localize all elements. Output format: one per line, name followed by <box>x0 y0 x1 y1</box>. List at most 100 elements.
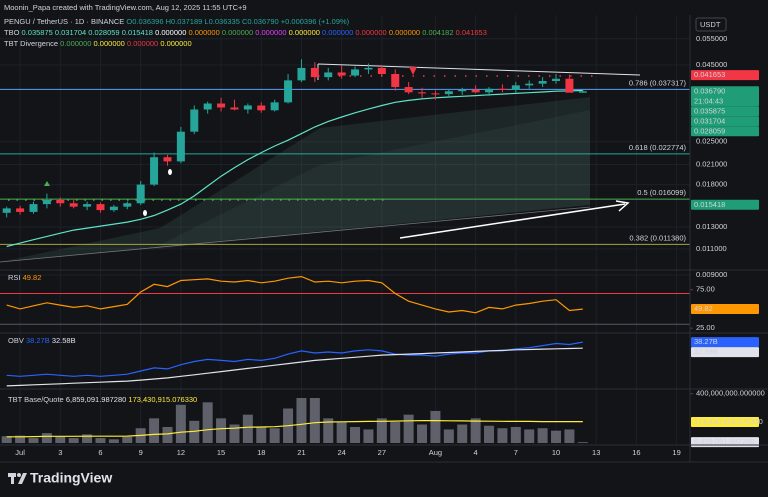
pane-value: 173,430,915.076330 <box>128 395 197 404</box>
volume-bar <box>430 410 441 443</box>
legend-item: 0.000000 <box>355 28 386 37</box>
volume-bar <box>41 433 52 443</box>
x-tick-label: 9 <box>139 448 143 457</box>
volume-ma-line <box>6 420 583 438</box>
legend-item: 0.041653 <box>456 28 487 37</box>
volume-bar <box>537 428 548 443</box>
price-tag-label: 0.028059 <box>694 126 725 135</box>
trend-line <box>317 63 641 76</box>
volume-bar <box>149 418 160 443</box>
candle-body <box>163 157 172 162</box>
signal-dot <box>143 210 147 216</box>
volume-bar <box>403 414 414 443</box>
volume-bar <box>28 438 39 443</box>
y-tick-label: 0.011000 <box>696 244 727 253</box>
volume-bar <box>256 426 267 443</box>
y-tick-label: 400,000,000.000000 <box>696 389 765 398</box>
pane-title: OBV <box>8 336 24 345</box>
candle-body <box>351 69 360 76</box>
y-tick-label: 75.00 <box>696 285 715 294</box>
logo-mark <box>17 473 21 477</box>
candle-body <box>96 204 105 211</box>
price-tag <box>691 86 759 107</box>
volume-bar <box>577 442 588 443</box>
candle-body <box>377 67 386 74</box>
volume-bar <box>162 426 173 443</box>
legend-item: 0.000000 <box>127 39 158 48</box>
volume-bar <box>269 428 280 443</box>
price-tag <box>691 106 759 117</box>
x-tick-label: 12 <box>177 448 185 457</box>
y-tick-label: 25.00 <box>696 323 715 332</box>
y-tick-label: 0.018000 <box>696 180 727 189</box>
candle-body <box>243 105 252 110</box>
candle-body <box>56 199 65 204</box>
price-tag-label: 0.041653 <box>694 70 725 79</box>
fib-label: 0.618 (0.022774) <box>629 143 687 152</box>
candle-body <box>2 208 11 213</box>
price-tag <box>691 304 759 315</box>
plot-layer: Jul 3 6 9 12 15 18 21 24 27 Aug 4 7 10 13 16 19 PENGU / T… <box>0 17 765 457</box>
volume-bar <box>175 404 186 443</box>
fib-label: 0.5 (0.016099) <box>637 188 686 197</box>
volume-bar <box>551 430 562 443</box>
x-tick-label: 18 <box>257 448 265 457</box>
legend-item: +0.000396 (+1.09%) <box>281 17 350 26</box>
signal-dot <box>168 169 172 175</box>
moving-average-line <box>6 89 583 248</box>
indicator-line <box>6 275 583 314</box>
y-tick-label: 0.025000 <box>696 137 727 146</box>
legend-item: 0.035875 <box>22 28 53 37</box>
volume-bar <box>390 422 401 443</box>
logo-mark <box>11 476 14 484</box>
legend-item: 0.000000 <box>60 39 91 48</box>
y-tick-label: 0.013000 <box>696 222 727 231</box>
volume-bar <box>417 424 428 443</box>
volume-bar <box>122 436 133 443</box>
candle-body <box>284 80 293 103</box>
x-tick-label: 3 <box>58 448 62 457</box>
candle-body <box>498 88 507 90</box>
signal-triangle <box>409 67 417 75</box>
price-tag-label: 0.015418 <box>694 200 725 209</box>
volume-bar <box>336 422 347 443</box>
candle-body <box>485 88 494 93</box>
candle-body <box>404 87 413 93</box>
volume-bar <box>229 424 240 443</box>
logo-mark <box>18 473 27 484</box>
candle-body <box>337 72 346 76</box>
volume-bar <box>216 418 227 443</box>
volume-bar <box>443 429 454 443</box>
signal-cross <box>44 181 50 186</box>
candle-body <box>270 102 279 111</box>
volume-bar <box>470 418 481 443</box>
cloud-fill-inner <box>150 110 590 250</box>
price-tag <box>691 126 759 137</box>
candle-body <box>418 92 427 94</box>
x-tick-label: 21 <box>297 448 305 457</box>
logo: TradingView <box>8 470 112 486</box>
legend-item: TBT Divergence <box>4 39 58 48</box>
trend-arrow-head <box>615 200 630 212</box>
price-tag <box>691 347 759 358</box>
legend-item: 0.031704 <box>55 28 86 37</box>
price-tag-sub: 21:04:43 <box>694 96 723 105</box>
candle-body <box>511 85 520 90</box>
volume-bar <box>1 436 12 443</box>
candle-body <box>230 107 239 110</box>
pane-legend: TBT Base/Quote 6,859,091.987280 173,430,… <box>8 395 197 404</box>
price-tag-label: 173,430,915.076330 <box>694 417 763 426</box>
candle-body <box>29 204 38 212</box>
candle-body <box>565 78 574 93</box>
volume-bar <box>457 424 468 443</box>
candle-body <box>150 157 159 185</box>
legend-item: O0.036396 <box>126 17 163 26</box>
price-tag <box>691 199 759 210</box>
price-tag <box>691 337 759 348</box>
candle-body <box>176 131 185 162</box>
cloud-fill <box>0 97 590 262</box>
grid-layer <box>0 15 690 445</box>
volume-bar <box>350 426 361 443</box>
x-tick-label: 7 <box>514 448 518 457</box>
